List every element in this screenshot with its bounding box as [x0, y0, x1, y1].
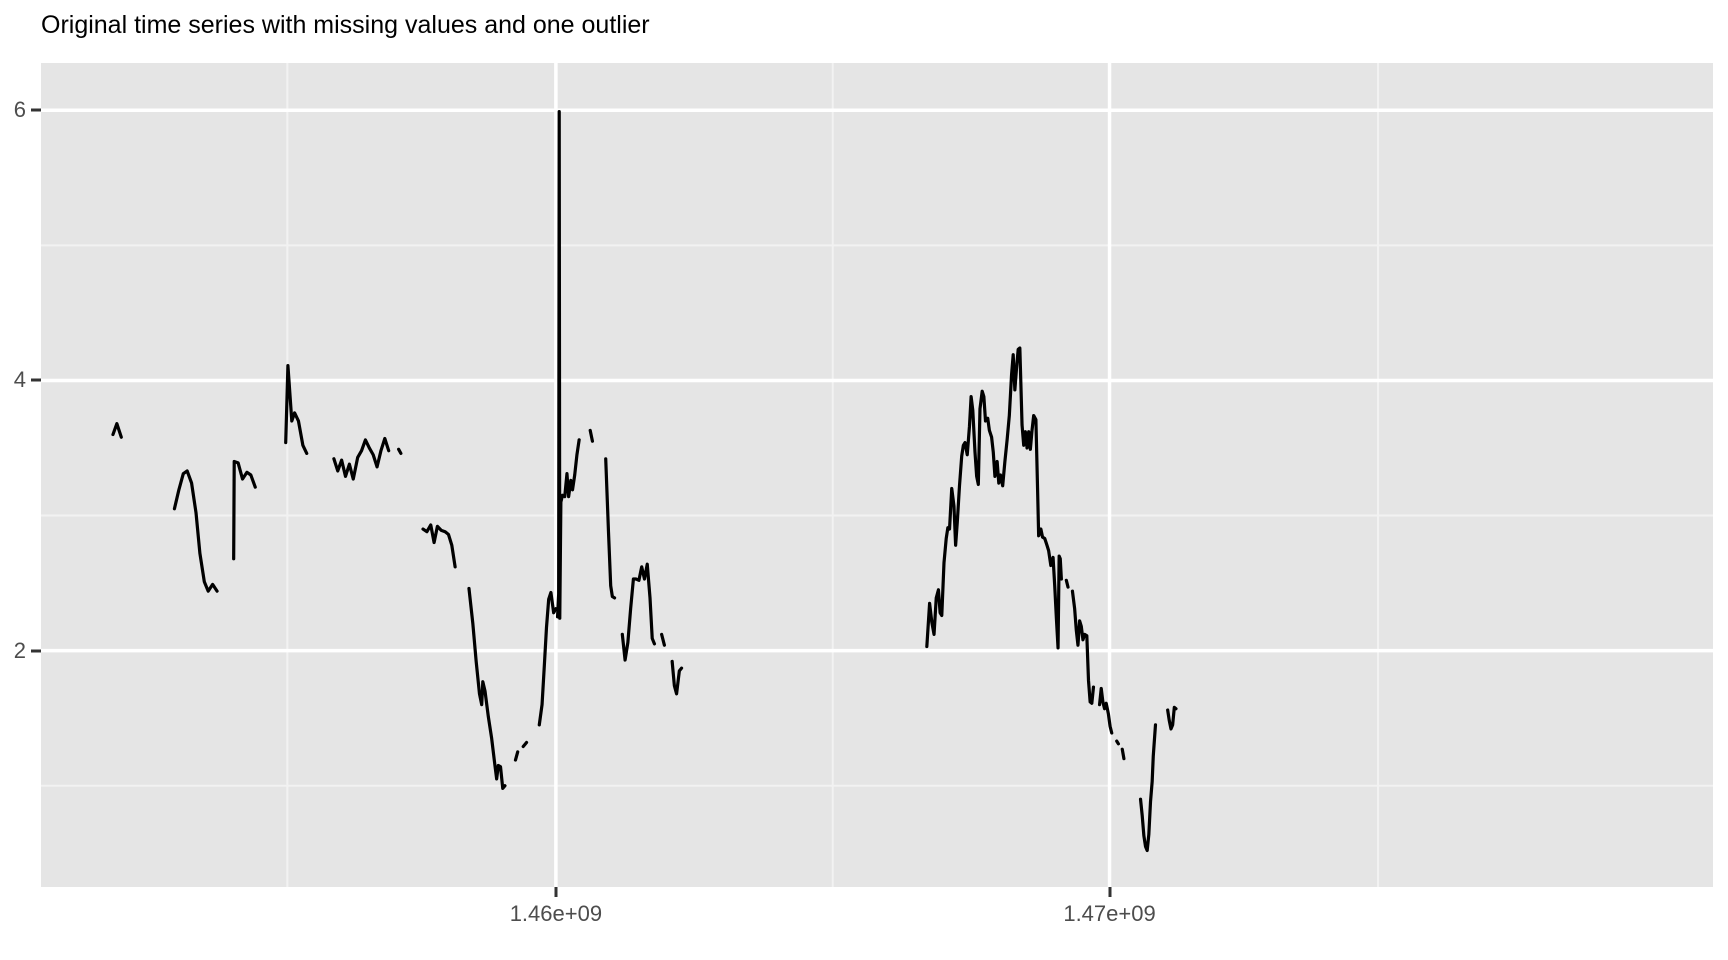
y-axis-tick-mark: [31, 378, 41, 382]
series-segment: [172, 469, 219, 593]
y-axis-tick-mark: [31, 108, 41, 112]
series-segment: [660, 632, 667, 647]
series-segment: [521, 740, 529, 749]
series-segment: [604, 457, 617, 600]
series-segment: [1064, 578, 1070, 589]
plot-panel: [41, 63, 1713, 887]
series-segment: [232, 459, 257, 561]
y-axis-tick-label: 4: [13, 367, 26, 393]
series-segment: [588, 428, 595, 443]
series-segment: [1138, 723, 1158, 853]
series-segment: [1070, 589, 1096, 705]
gridlines-minor: [41, 63, 1713, 887]
series-segment: [284, 363, 309, 455]
series-segment: [670, 659, 684, 696]
series-segment: [1097, 686, 1114, 735]
series-segment: [620, 562, 657, 662]
x-axis-tick-mark: [1108, 887, 1112, 897]
x-axis-tick-label: 1.46e+09: [509, 901, 603, 926]
series-segment: [555, 110, 581, 620]
series-line: [111, 110, 1178, 853]
series-segment: [537, 590, 558, 727]
series-segment: [111, 422, 123, 439]
series-segment: [332, 436, 391, 481]
y-axis-tick-label: 6: [13, 97, 26, 123]
series-segment: [1115, 739, 1120, 746]
gridlines-major: [41, 63, 1713, 887]
series-segment: [421, 523, 457, 569]
series-segment: [1166, 705, 1178, 731]
plot-canvas: [41, 63, 1713, 887]
series-segment: [1120, 747, 1126, 761]
series-segment: [925, 346, 1063, 650]
series-segment: [467, 586, 507, 790]
x-axis-tick-mark: [554, 887, 558, 897]
series-segment: [397, 447, 403, 455]
page-title: Original time series with missing values…: [41, 11, 650, 39]
x-axis-tick-label: 1.47e+09: [1063, 901, 1156, 926]
series-segment: [513, 750, 520, 762]
y-axis-tick-label: 2: [13, 637, 26, 663]
y-axis-tick-mark: [31, 649, 41, 653]
